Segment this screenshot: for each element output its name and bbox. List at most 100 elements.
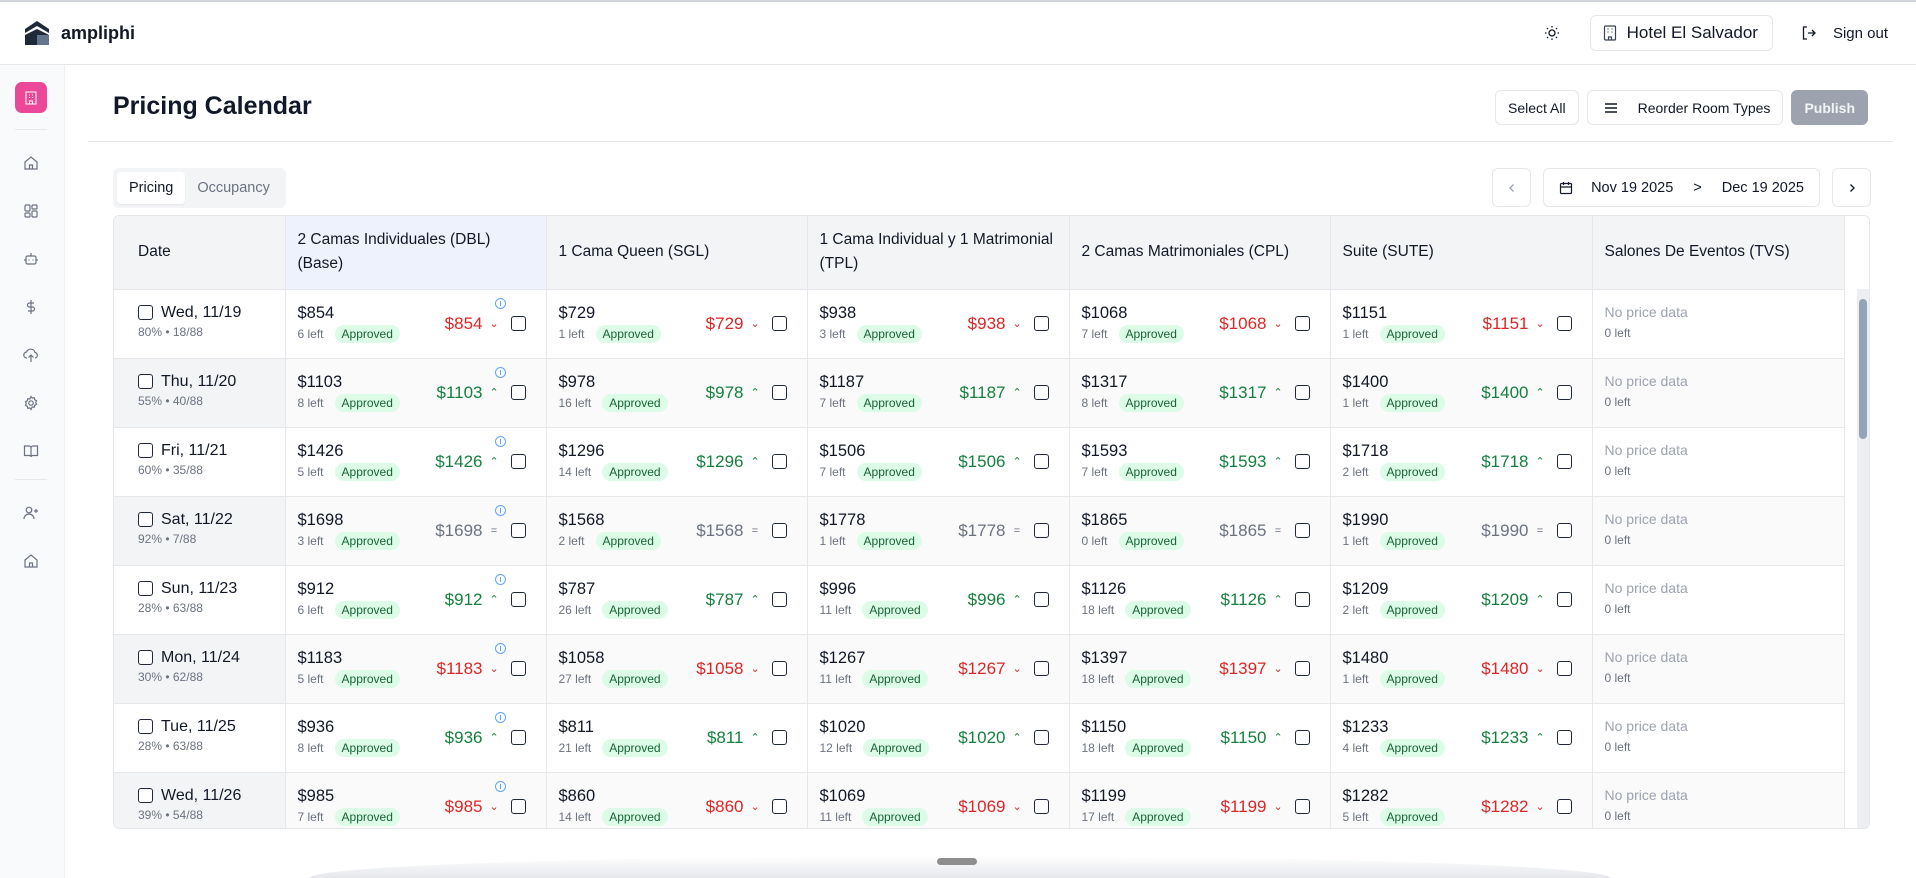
cell-select-checkbox[interactable] [510, 523, 526, 538]
recommended-price[interactable]: $1568 [696, 520, 744, 540]
sidebar-item-add-user[interactable] [20, 502, 42, 524]
cell-select-checkbox[interactable] [1033, 523, 1049, 538]
row-select-checkbox[interactable] [138, 443, 153, 458]
recommended-price[interactable]: $1126 [1220, 589, 1267, 609]
reorder-room-types-button[interactable]: Reorder Room Types [1586, 90, 1784, 125]
row-select-checkbox[interactable] [138, 581, 153, 596]
price-cell[interactable]: $1317 8 left Approved $1317 ⌃ [1069, 358, 1331, 428]
row-select-checkbox[interactable] [138, 788, 153, 803]
recommended-price[interactable]: $1233 [1481, 727, 1529, 747]
price-cell[interactable]: $1020 12 left Approved $1020 ⌃ [807, 703, 1070, 773]
sidebar-item-home[interactable] [20, 152, 42, 174]
cell-select-checkbox[interactable] [1033, 730, 1049, 745]
price-cell[interactable]: $1865 0 left Approved $1865 = [1069, 496, 1331, 566]
cell-select-checkbox[interactable] [771, 385, 787, 400]
cell-select-checkbox[interactable] [510, 316, 526, 331]
price-cell[interactable]: $1183 5 left Approved $1183 ⌄ [285, 634, 547, 704]
recommended-price[interactable]: $1151 [1482, 313, 1529, 333]
recommended-price[interactable]: $1593 [1219, 451, 1267, 471]
recommended-price[interactable]: $1990 [1481, 520, 1529, 540]
price-cell[interactable]: $1593 7 left Approved $1593 ⌃ [1069, 427, 1331, 497]
recommended-price[interactable]: $1282 [1481, 796, 1529, 816]
price-cell[interactable]: $1282 5 left Approved $1282 ⌄ [1330, 772, 1593, 828]
recommended-price[interactable]: $978 [705, 382, 744, 402]
recommended-price[interactable]: $1426 [435, 451, 483, 471]
recommended-price[interactable]: $938 [967, 313, 1006, 333]
recommended-price[interactable]: $1068 [1219, 313, 1267, 333]
publish-button[interactable]: Publish [1791, 90, 1868, 125]
row-select-checkbox[interactable] [138, 305, 153, 320]
date-range-picker[interactable]: Nov 19 2025 > Dec 19 2025 [1543, 168, 1820, 207]
price-cell[interactable]: $1199 17 left Approved $1199 ⌄ [1069, 772, 1331, 828]
cell-select-checkbox[interactable] [510, 592, 526, 607]
price-cell[interactable]: $1187 7 left Approved $1187 ⌃ [807, 358, 1070, 428]
recommended-price[interactable]: $1069 [958, 796, 1006, 816]
price-cell[interactable]: $1233 4 left Approved $1233 ⌃ [1330, 703, 1593, 773]
price-cell[interactable]: $1150 18 left Approved $1150 ⌃ [1069, 703, 1331, 773]
recommended-price[interactable]: $729 [705, 313, 744, 333]
theme-toggle-button[interactable] [1534, 15, 1570, 51]
recommended-price[interactable]: $1718 [1481, 451, 1529, 471]
hotel-selector-button[interactable]: Hotel El Salvador [1589, 15, 1773, 51]
price-cell[interactable]: $1718 2 left Approved $1718 ⌃ [1330, 427, 1593, 497]
cell-select-checkbox[interactable] [771, 661, 787, 676]
recommended-price[interactable]: $985 [444, 796, 483, 816]
cell-select-checkbox[interactable] [771, 523, 787, 538]
recommended-price[interactable]: $854 [444, 313, 483, 333]
cell-select-checkbox[interactable] [1033, 316, 1049, 331]
cell-select-checkbox[interactable] [771, 454, 787, 469]
cell-select-checkbox[interactable] [1556, 661, 1572, 676]
cell-select-checkbox[interactable] [1294, 661, 1310, 676]
info-icon[interactable] [494, 573, 506, 585]
cell-select-checkbox[interactable] [510, 730, 526, 745]
price-cell[interactable]: $1506 7 left Approved $1506 ⌃ [807, 427, 1070, 497]
recommended-price[interactable]: $996 [967, 589, 1006, 609]
price-cell[interactable]: $1151 1 left Approved $1151 ⌄ [1330, 289, 1593, 359]
price-cell[interactable]: $1209 2 left Approved $1209 ⌃ [1330, 565, 1593, 635]
recommended-price[interactable]: $1506 [958, 451, 1006, 471]
price-cell[interactable]: $936 8 left Approved $936 ⌃ [285, 703, 547, 773]
recommended-price[interactable]: $912 [444, 589, 483, 609]
sidebar-item-hotel[interactable] [15, 82, 47, 113]
price-cell[interactable]: $1058 27 left Approved $1058 ⌄ [546, 634, 808, 704]
row-select-checkbox[interactable] [138, 512, 153, 527]
cell-select-checkbox[interactable] [771, 730, 787, 745]
recommended-price[interactable]: $1480 [1481, 658, 1529, 678]
cell-select-checkbox[interactable] [1556, 592, 1572, 607]
recommended-price[interactable]: $1058 [696, 658, 744, 678]
info-icon[interactable] [494, 435, 506, 447]
cell-select-checkbox[interactable] [1556, 385, 1572, 400]
recommended-price[interactable]: $1020 [958, 727, 1006, 747]
sidebar-item-pricing[interactable] [20, 296, 42, 318]
tab-occupancy[interactable]: Occupancy [197, 180, 270, 196]
recommended-price[interactable]: $1150 [1220, 727, 1267, 747]
info-icon[interactable] [494, 297, 506, 309]
price-cell[interactable]: $787 26 left Approved $787 ⌃ [546, 565, 808, 635]
cell-select-checkbox[interactable] [1294, 730, 1310, 745]
price-cell[interactable]: $729 1 left Approved $729 ⌄ [546, 289, 808, 359]
cell-select-checkbox[interactable] [510, 799, 526, 814]
price-cell[interactable]: $1296 14 left Approved $1296 ⌃ [546, 427, 808, 497]
cell-select-checkbox[interactable] [1294, 523, 1310, 538]
info-icon[interactable] [494, 504, 506, 516]
price-cell[interactable]: $1267 11 left Approved $1267 ⌄ [807, 634, 1070, 704]
cell-select-checkbox[interactable] [1033, 385, 1049, 400]
price-cell[interactable]: $1778 1 left Approved $1778 = [807, 496, 1070, 566]
price-cell[interactable]: $1426 5 left Approved $1426 ⌃ [285, 427, 547, 497]
price-cell[interactable]: $978 16 left Approved $978 ⌃ [546, 358, 808, 428]
price-cell[interactable]: $1568 2 left Approved $1568 = [546, 496, 808, 566]
cell-select-checkbox[interactable] [510, 454, 526, 469]
recommended-price[interactable]: $787 [705, 589, 744, 609]
info-icon[interactable] [494, 780, 506, 792]
cell-select-checkbox[interactable] [1556, 523, 1572, 538]
recommended-price[interactable]: $1698 [435, 520, 483, 540]
recommended-price[interactable]: $1267 [958, 658, 1006, 678]
sign-out-button[interactable]: Sign out [1801, 25, 1888, 42]
sidebar-item-bot[interactable] [20, 248, 42, 270]
sidebar-item-docs[interactable] [20, 440, 42, 462]
recommended-price[interactable]: $811 [706, 727, 744, 747]
price-cell[interactable]: $1400 1 left Approved $1400 ⌃ [1330, 358, 1593, 428]
recommended-price[interactable]: $1187 [959, 382, 1006, 402]
price-cell[interactable]: $1069 11 left Approved $1069 ⌄ [807, 772, 1070, 828]
recommended-price[interactable]: $1183 [436, 658, 483, 678]
